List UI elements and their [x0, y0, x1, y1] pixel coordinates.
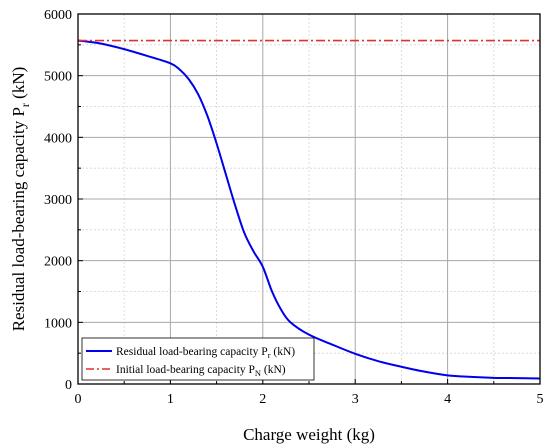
legend: Residual load-bearing capacity Pr (kN) I… [81, 337, 315, 381]
y-axis-label: Residual load-bearing capacity Pr (kN) [9, 67, 32, 332]
ticks: 0 1 2 3 4 5 0 1000 2000 3000 4000 5000 6000 [44, 8, 544, 407]
y-tick-label: 0 [65, 378, 72, 393]
x-axis-label: Charge weight (kg) [243, 425, 375, 444]
x-tick-label: 0 [75, 392, 82, 407]
series-residual-capacity-line [77, 39, 541, 380]
y-tick-label: 1000 [44, 316, 72, 331]
series-layer [77, 39, 541, 380]
x-tick-label: 3 [352, 392, 359, 407]
x-tick-label: 2 [259, 392, 266, 407]
x-tick-label: 1 [167, 392, 174, 407]
legend-box [81, 337, 315, 381]
y-tick-label: 6000 [44, 8, 72, 23]
y-tick-label: 3000 [44, 193, 72, 208]
x-tick-label: 5 [537, 392, 544, 407]
y-tick-label: 2000 [44, 255, 72, 270]
y-tick-label: 4000 [44, 131, 72, 146]
legend-label-residual: Residual load-bearing capacity Pr (kN) [116, 346, 295, 360]
x-tick-label: 4 [444, 392, 451, 407]
y-tick-label: 5000 [44, 70, 72, 85]
legend-label-initial: Initial load-bearing capacity PN (kN) [116, 364, 286, 378]
